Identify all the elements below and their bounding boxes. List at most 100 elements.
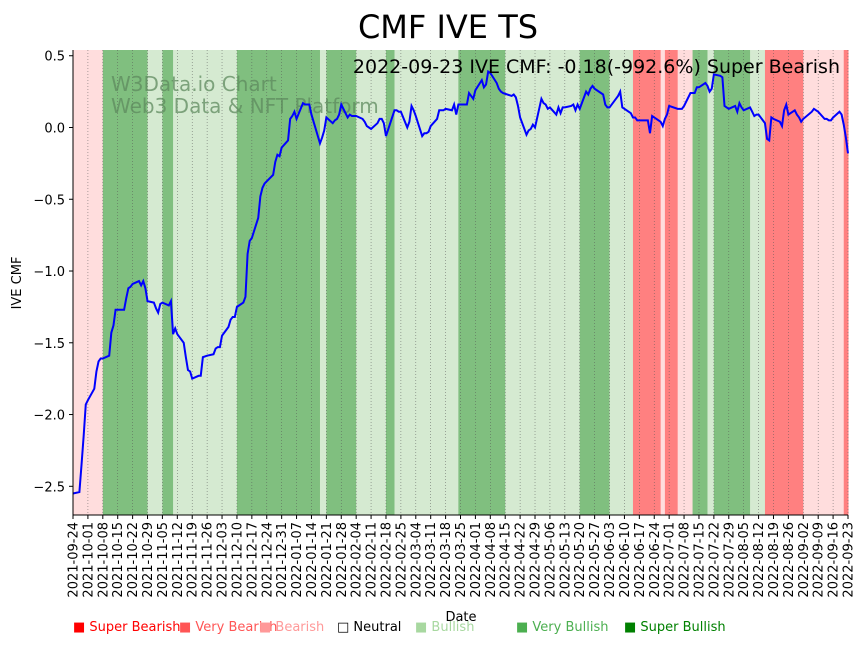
regime-band <box>102 50 149 515</box>
regime-band <box>677 50 694 515</box>
legend-label: Neutral <box>353 620 402 635</box>
regime-band <box>750 50 766 515</box>
regime-band <box>162 50 174 515</box>
x-tick-label: 2022-01-21 <box>320 522 335 598</box>
regime-band <box>713 50 751 515</box>
y-tick-label: −2.5 <box>33 480 65 495</box>
x-tick-label: 2021-10-22 <box>126 522 141 598</box>
legend-swatch-icon: ■ <box>73 620 90 635</box>
x-tick-label: 2022-03-11 <box>424 522 439 598</box>
x-tick-label: 2022-06-17 <box>633 522 648 598</box>
y-axis-ticks: 0.5 0.0 −0.5 −1.0 −1.5 −2.0 −2.5 <box>33 50 73 495</box>
watermark-line-1: W3Data.io Chart <box>111 72 277 96</box>
x-tick-label: 2022-07-01 <box>663 522 678 598</box>
regime-band <box>505 50 528 515</box>
legend-item-bullish: ■ Bullish <box>415 620 474 635</box>
x-tick-label: 2021-09-24 <box>67 522 82 598</box>
x-tick-label: 2021-11-19 <box>186 522 201 598</box>
x-tick-label: 2022-08-19 <box>767 522 782 598</box>
regime-band <box>394 50 459 515</box>
watermark: W3Data.io Chart Web3 Data & NFT Platform <box>111 72 379 118</box>
regime-band <box>236 50 321 515</box>
x-tick-label: 2022-09-23 <box>842 522 857 598</box>
regime-band <box>173 50 238 515</box>
x-tick-label: 2021-11-26 <box>201 522 216 598</box>
x-tick-label: 2021-12-24 <box>260 522 275 598</box>
x-tick-label: 2021-10-29 <box>141 522 156 598</box>
legend-swatch-icon: ■ <box>516 620 533 635</box>
legend: ■ Super Bearish ■ Very Bearish ■ Bearish □ … <box>73 620 853 638</box>
legend-swatch-icon: ■ <box>179 620 196 635</box>
regime-band <box>147 50 163 515</box>
regime-band <box>764 50 796 515</box>
x-tick-label: 2022-03-25 <box>454 522 469 598</box>
x-tick-label: 2021-12-10 <box>230 522 245 598</box>
y-tick-label: 0.5 <box>44 50 65 65</box>
legend-label: Bearish <box>275 620 325 635</box>
legend-item-super-bearish: ■ Super Bearish <box>73 620 181 635</box>
x-tick-label: 2022-03-18 <box>439 522 454 598</box>
x-tick-label: 2022-02-11 <box>365 522 380 598</box>
x-tick-label: 2022-08-05 <box>737 522 752 598</box>
regime-band <box>609 50 634 515</box>
legend-swatch-icon: ■ <box>415 620 432 635</box>
x-tick-label: 2021-10-08 <box>96 522 111 598</box>
y-axis-label: IVE CMF <box>10 257 25 310</box>
x-tick-label: 2022-02-18 <box>379 522 394 598</box>
x-tick-label: 2022-07-08 <box>678 522 693 598</box>
x-tick-label: 2022-04-15 <box>499 522 514 598</box>
x-tick-label: 2021-10-01 <box>81 522 96 598</box>
x-tick-label: 2022-07-22 <box>707 522 722 598</box>
regime-band <box>660 50 666 515</box>
x-tick-label: 2022-09-02 <box>797 522 812 598</box>
latest-value-annotation: 2022-09-23 IVE CMF: -0.18(-992.6%) Super… <box>353 56 840 78</box>
x-tick-label: 2022-05-20 <box>573 522 588 598</box>
x-tick-label: 2021-12-03 <box>216 522 231 598</box>
legend-swatch-icon: ■ <box>259 620 276 635</box>
legend-item-neutral: □ Neutral <box>337 620 401 635</box>
x-tick-label: 2022-06-24 <box>648 522 663 598</box>
x-tick-label: 2022-06-03 <box>603 522 618 598</box>
x-tick-label: 2021-11-05 <box>156 522 171 598</box>
legend-item-bearish: ■ Bearish <box>259 620 324 635</box>
legend-swatch-icon: ■ <box>624 620 641 635</box>
legend-item-very-bullish: ■ Very Bullish <box>516 620 608 635</box>
x-axis-label: Date <box>445 610 476 625</box>
x-tick-label: 2021-12-17 <box>245 522 260 598</box>
regime-band <box>707 50 715 515</box>
y-tick-label: 0.0 <box>44 122 65 137</box>
watermark-line-2: Web3 Data & NFT Platform <box>111 94 379 118</box>
regime-band <box>385 50 395 515</box>
x-tick-label: 2022-05-06 <box>543 522 558 598</box>
x-tick-label: 2022-09-16 <box>827 522 842 598</box>
x-axis-ticks: 2021-09-24 2021-10-01 2021-10-08 2021-10-15… <box>67 515 857 598</box>
x-tick-label: 2022-04-01 <box>469 522 484 598</box>
legend-label: Very Bullish <box>532 620 609 635</box>
chart-title: CMF IVE TS <box>358 8 538 46</box>
x-tick-label: 2022-05-13 <box>558 522 573 598</box>
regime-band <box>526 50 581 515</box>
x-tick-label: 2022-01-07 <box>290 522 305 598</box>
regime-band <box>794 50 804 515</box>
x-tick-label: 2022-04-29 <box>529 522 544 598</box>
legend-item-super-bullish: ■ Super Bullish <box>624 620 726 635</box>
regime-band <box>692 50 708 515</box>
x-tick-label: 2022-07-29 <box>722 522 737 598</box>
x-tick-label: 2022-01-14 <box>305 522 320 598</box>
x-tick-label: 2021-11-12 <box>171 522 186 598</box>
x-tick-label: 2022-09-09 <box>812 522 827 598</box>
x-tick-label: 2021-10-15 <box>111 522 126 598</box>
cmf-series-line <box>72 69 849 495</box>
y-tick-label: −1.0 <box>33 265 65 280</box>
legend-label: Super Bullish <box>640 620 726 635</box>
legend-label: Bullish <box>431 620 475 635</box>
x-tick-label: 2022-07-15 <box>692 522 707 598</box>
regime-bands <box>73 50 849 515</box>
regime-band <box>319 50 327 515</box>
regime-band <box>664 50 679 515</box>
legend-label: Super Bearish <box>89 620 181 635</box>
regime-band <box>803 50 845 515</box>
x-tick-label: 2022-02-04 <box>350 522 365 598</box>
legend-swatch-icon: □ <box>337 620 354 635</box>
